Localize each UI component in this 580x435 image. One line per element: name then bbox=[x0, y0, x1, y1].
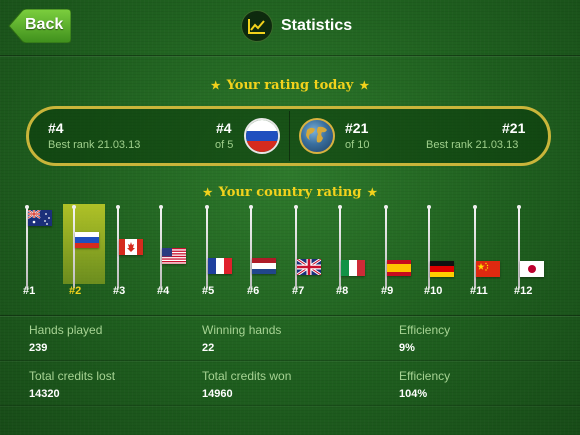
hands-played-value: 239 bbox=[29, 342, 48, 354]
back-button-label: Back bbox=[25, 16, 64, 33]
rating-today-heading: ★ Your rating today ★ bbox=[0, 78, 580, 93]
world-rank-right: #21 bbox=[502, 120, 526, 136]
stats-divider bbox=[0, 315, 580, 316]
netherlands-flag-icon[interactable] bbox=[252, 258, 276, 274]
country-position: #4 bbox=[216, 120, 232, 136]
canada-flag-icon[interactable] bbox=[119, 239, 143, 255]
efficiency-label: Efficiency bbox=[399, 323, 451, 337]
flag-pole bbox=[116, 205, 120, 288]
rating-today-label: Your rating today bbox=[226, 78, 354, 93]
back-button[interactable]: Back bbox=[8, 9, 71, 43]
efficiency-value: 9% bbox=[399, 342, 415, 354]
country-rank: #4 bbox=[48, 120, 64, 136]
germany-flag-icon[interactable] bbox=[430, 261, 454, 277]
rank-label: #11 bbox=[470, 285, 488, 297]
rank-label: #6 bbox=[247, 285, 260, 297]
back-button-shape bbox=[8, 9, 71, 43]
world-rank: #21 bbox=[345, 120, 369, 136]
flag-pole bbox=[384, 205, 388, 288]
flag-pole bbox=[249, 205, 253, 288]
header-divider bbox=[0, 55, 580, 56]
world-best-rank: Best rank 21.03.13 bbox=[426, 139, 519, 151]
stats-bottom-divider bbox=[0, 405, 580, 406]
rank-label: #9 bbox=[381, 285, 394, 297]
winning-hands-label: Winning hands bbox=[202, 323, 282, 337]
rank-label: #2 bbox=[69, 285, 82, 297]
rank-label: #8 bbox=[336, 285, 349, 297]
uk-flag-icon[interactable] bbox=[297, 259, 321, 275]
star-icon: ★ bbox=[359, 79, 370, 92]
star-icon: ★ bbox=[367, 186, 378, 199]
rating-today-panel bbox=[26, 106, 551, 166]
china-flag-icon[interactable] bbox=[476, 261, 500, 277]
rating-panel-divider bbox=[289, 111, 290, 161]
flag-pole bbox=[25, 205, 29, 288]
efficiency2-value: 104% bbox=[399, 388, 428, 400]
credits-won-value: 14960 bbox=[202, 388, 233, 400]
russia-flag-icon[interactable] bbox=[75, 232, 99, 248]
italy-flag-icon[interactable] bbox=[341, 260, 365, 276]
stats-row-divider bbox=[0, 360, 580, 361]
usa-flag-icon[interactable] bbox=[162, 248, 186, 264]
star-icon: ★ bbox=[202, 186, 213, 199]
header-title-group: Statistics bbox=[241, 10, 352, 42]
winning-hands-value: 22 bbox=[202, 342, 215, 354]
rank-label: #7 bbox=[292, 285, 305, 297]
australia-flag-icon[interactable] bbox=[28, 210, 52, 226]
rank-label: #3 bbox=[113, 285, 126, 297]
page-title: Statistics bbox=[281, 17, 353, 34]
hands-played-label: Hands played bbox=[29, 323, 103, 337]
flag-pole bbox=[294, 205, 298, 288]
flag-pole bbox=[338, 205, 342, 288]
country-rating-label: Your country rating bbox=[218, 185, 362, 200]
country-rating-heading: ★ Your country rating ★ bbox=[0, 185, 580, 200]
japan-flag-icon[interactable] bbox=[520, 261, 544, 277]
flag-pole bbox=[205, 205, 209, 288]
globe-icon bbox=[299, 118, 335, 154]
rank-label: #5 bbox=[202, 285, 215, 297]
rank-label: #10 bbox=[424, 285, 443, 297]
flag-pole bbox=[473, 205, 477, 288]
spain-flag-icon[interactable] bbox=[387, 260, 411, 276]
country-of-total: of 5 bbox=[215, 139, 234, 151]
france-flag-icon[interactable] bbox=[208, 258, 232, 274]
credits-lost-value: 14320 bbox=[29, 388, 60, 400]
country-best-rank: Best rank 21.03.13 bbox=[48, 139, 141, 151]
flag-pole bbox=[427, 205, 431, 288]
rank-label: #4 bbox=[157, 285, 170, 297]
line-chart-icon bbox=[241, 10, 273, 42]
flag-pole bbox=[159, 205, 163, 288]
rank-label: #12 bbox=[514, 285, 533, 297]
star-icon: ★ bbox=[210, 79, 221, 92]
russia-flag-icon bbox=[244, 118, 280, 154]
efficiency2-label: Efficiency bbox=[399, 369, 451, 383]
credits-won-label: Total credits won bbox=[202, 369, 292, 383]
credits-lost-label: Total credits lost bbox=[29, 369, 116, 383]
flag-pole bbox=[72, 205, 76, 288]
rank-label: #1 bbox=[23, 285, 36, 297]
world-of-total: of 10 bbox=[345, 139, 370, 151]
flag-pole bbox=[517, 205, 521, 288]
